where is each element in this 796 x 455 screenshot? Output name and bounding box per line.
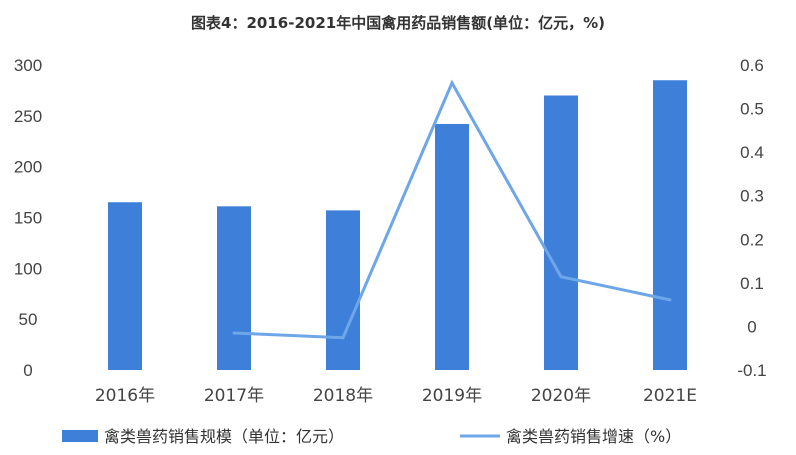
bar — [653, 80, 687, 370]
category-label: 2017年 — [204, 386, 264, 406]
category-label: 2021E — [643, 386, 697, 406]
bar — [435, 123, 469, 370]
line-point — [341, 336, 345, 340]
right-axis-tick: -0.1 — [737, 361, 766, 380]
category-label: 2016年 — [95, 386, 155, 406]
line-point — [668, 298, 672, 302]
left-axis-tick: 100 — [14, 259, 42, 278]
left-axis-tick: 0 — [23, 361, 32, 380]
category-label: 2019年 — [422, 386, 482, 406]
legend-line-label: 禽类兽药销售增速（%） — [506, 427, 681, 446]
right-axis-tick: 0.5 — [740, 100, 764, 119]
line-point — [232, 331, 236, 335]
line-point — [450, 81, 454, 85]
legend-bar-label: 禽类兽药销售规模（单位：亿元） — [104, 427, 344, 446]
right-axis-tick: 0.1 — [740, 274, 764, 293]
left-axis-tick: 300 — [14, 56, 42, 75]
right-axis-tick: 0.4 — [740, 143, 764, 162]
legend-bar-swatch — [62, 430, 98, 442]
right-axis-tick: 0.2 — [740, 230, 764, 249]
bar — [326, 210, 360, 370]
left-axis-tick: 200 — [14, 158, 42, 177]
chart-title: 图表4：2016-2021年中国禽用药品销售额(单位：亿元，%) — [191, 14, 605, 32]
bar — [108, 202, 142, 370]
category-label: 2020年 — [531, 386, 591, 406]
left-axis-tick: 50 — [19, 310, 38, 329]
bar — [217, 206, 251, 370]
bar — [544, 95, 578, 370]
category-label: 2018年 — [313, 386, 373, 406]
left-axis-tick: 250 — [14, 107, 42, 126]
right-axis-tick: 0 — [747, 317, 756, 336]
line-point — [559, 275, 563, 279]
left-axis-tick: 150 — [14, 209, 42, 228]
right-axis-tick: 0.3 — [740, 187, 764, 206]
right-axis-tick: 0.6 — [740, 56, 764, 75]
